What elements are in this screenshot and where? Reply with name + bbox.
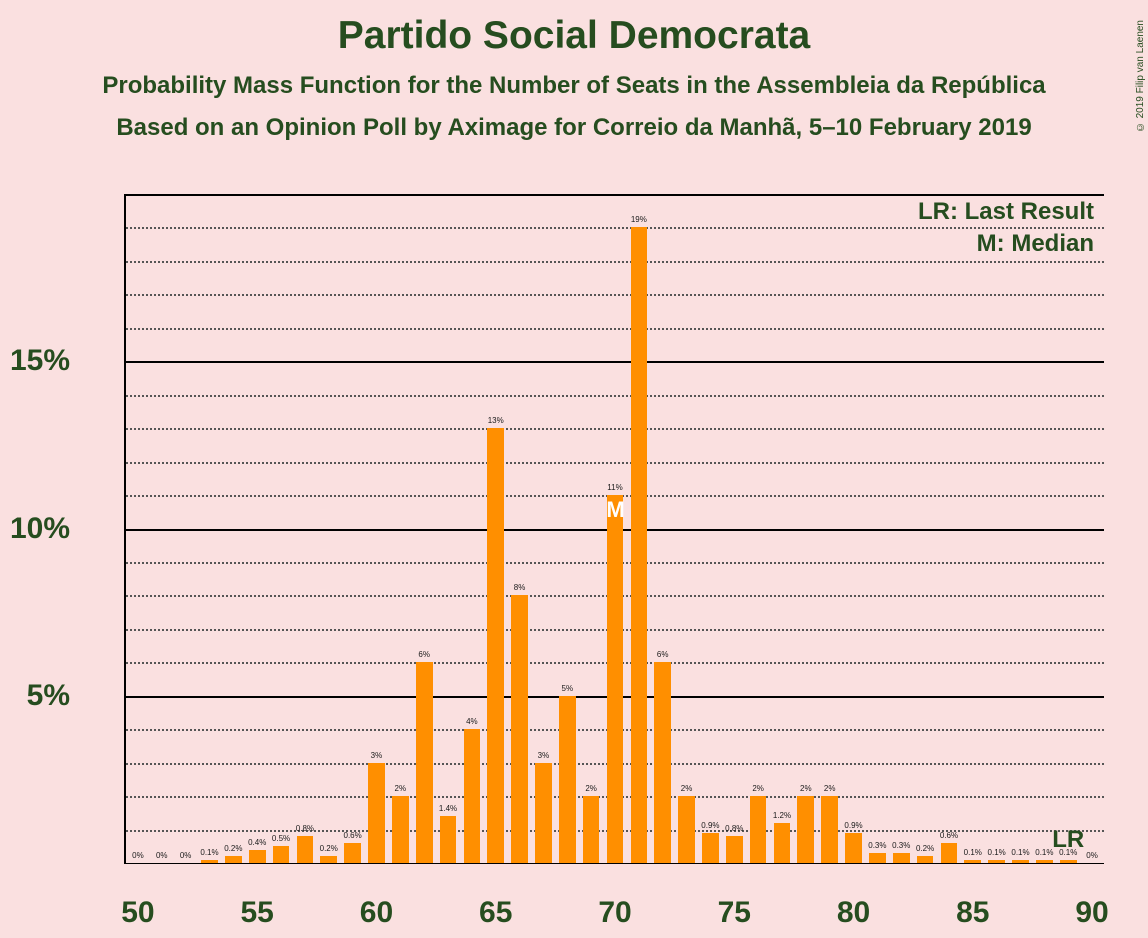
bar-value-label: 0.9% — [844, 821, 862, 830]
bar — [750, 796, 767, 863]
bar — [774, 823, 791, 863]
x-tick-label: 85 — [956, 896, 989, 930]
bar-value-label: 0% — [1086, 851, 1098, 860]
bar-value-label: 0.6% — [940, 831, 958, 840]
copyright-text: © 2019 Filip van Laenen — [1135, 20, 1146, 132]
bar — [1036, 860, 1053, 863]
bar-value-label: 0.3% — [868, 841, 886, 850]
bar — [964, 860, 981, 863]
bar-value-label: 2% — [681, 784, 693, 793]
bar — [845, 833, 862, 863]
bar — [559, 696, 576, 863]
bar-value-label: 3% — [371, 751, 383, 760]
bar — [1012, 860, 1029, 863]
bar-value-label: 6% — [657, 650, 669, 659]
bar-value-label: 2% — [585, 784, 597, 793]
bar-value-label: 6% — [418, 650, 430, 659]
bar — [893, 853, 910, 863]
bar — [678, 796, 695, 863]
bar-value-label: 1.4% — [439, 804, 457, 813]
bar — [464, 729, 481, 863]
bar-value-label: 4% — [466, 717, 478, 726]
bar-value-label: 0% — [156, 851, 168, 860]
y-tick-label: 15% — [0, 344, 70, 378]
bar — [726, 836, 743, 863]
bar-value-label: 2% — [395, 784, 407, 793]
bar-value-label: 8% — [514, 583, 526, 592]
x-tick-label: 90 — [1075, 896, 1108, 930]
x-tick-label: 60 — [360, 896, 393, 930]
bar — [225, 856, 242, 863]
median-marker: M — [606, 497, 623, 523]
bar — [607, 495, 624, 863]
x-tick-label: 55 — [241, 896, 274, 930]
bar — [416, 662, 433, 863]
bar — [988, 860, 1005, 863]
x-tick-label: 70 — [598, 896, 631, 930]
bar — [249, 850, 266, 863]
bar — [201, 860, 218, 863]
bar-value-label: 1.2% — [773, 811, 791, 820]
bar-value-label: 0.5% — [272, 834, 290, 843]
x-tick-label: 75 — [718, 896, 751, 930]
bar-value-label: 0.4% — [248, 838, 266, 847]
bar-value-label: 0.1% — [988, 848, 1006, 857]
x-tick-label: 50 — [121, 896, 154, 930]
bar-value-label: 5% — [562, 684, 574, 693]
bar-value-label: 2% — [752, 784, 764, 793]
bar — [368, 763, 385, 863]
bar-value-label: 0.1% — [1035, 848, 1053, 857]
bar-value-label: 2% — [824, 784, 836, 793]
bar — [917, 856, 934, 863]
bar — [797, 796, 814, 863]
bar — [631, 227, 648, 863]
bar-value-label: 0.6% — [343, 831, 361, 840]
bar-value-label: 0.2% — [916, 844, 934, 853]
bar — [392, 796, 409, 863]
bar-value-label: 3% — [538, 751, 550, 760]
bar-value-label: 0.9% — [701, 821, 719, 830]
bar — [440, 816, 457, 863]
bar-value-label: 0.1% — [1011, 848, 1029, 857]
bar — [511, 595, 528, 863]
last-result-marker: LR — [1052, 826, 1084, 854]
bar — [869, 853, 886, 863]
y-tick-label: 5% — [0, 679, 70, 713]
bar-value-label: 0.8% — [296, 824, 314, 833]
bar-value-label: 0.1% — [964, 848, 982, 857]
x-tick-label: 80 — [837, 896, 870, 930]
bar — [583, 796, 600, 863]
page-subtitle-1: Probability Mass Function for the Number… — [0, 72, 1148, 100]
page-subtitle-2: Based on an Opinion Poll by Aximage for … — [0, 114, 1148, 142]
bar — [821, 796, 838, 863]
bar — [654, 662, 671, 863]
bar-value-label: 13% — [488, 416, 504, 425]
bar-value-label: 2% — [800, 784, 812, 793]
bar — [1060, 860, 1077, 863]
bar-value-label: 0% — [180, 851, 192, 860]
bar — [320, 856, 337, 863]
bar — [941, 843, 958, 863]
bar — [344, 843, 361, 863]
bars-container: 0% 0% 0% 0.1% 0.2% 0.4% 0.5% 0.8% 0.2% 0.6% 3% 2% 6%… — [126, 194, 1104, 863]
x-tick-label: 65 — [479, 896, 512, 930]
page-title: Partido Social Democrata — [0, 14, 1148, 58]
bar — [297, 836, 314, 863]
bar-value-label: 0% — [132, 851, 144, 860]
bar — [535, 763, 552, 863]
pmf-chart: LR: Last Result M: Median 0%0%0%0.1%0.2%… — [124, 194, 1104, 864]
bar-value-label: 0.2% — [224, 844, 242, 853]
bar — [702, 833, 719, 863]
bar-value-label: 11% — [607, 483, 622, 492]
bar-value-label: 0.3% — [892, 841, 910, 850]
bar-value-label: 19% — [631, 215, 647, 224]
y-tick-label: 10% — [0, 512, 70, 546]
bar-value-label: 0.8% — [725, 824, 743, 833]
bar — [487, 428, 504, 863]
bar — [273, 846, 290, 863]
bar-value-label: 0.2% — [320, 844, 338, 853]
bar-value-label: 0.1% — [200, 848, 218, 857]
